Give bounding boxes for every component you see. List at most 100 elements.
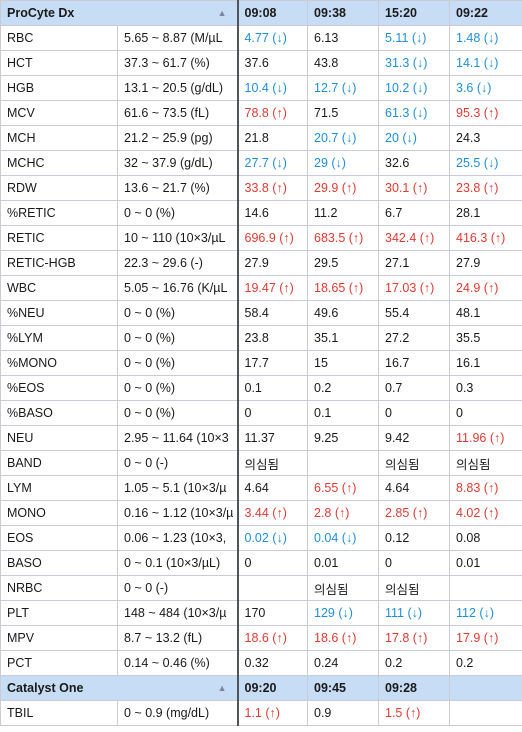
result-value: 21.8: [237, 125, 308, 151]
table-row: %MONO 0 ~ 0 (%) 17.7 15 16.7 16.1: [0, 350, 522, 376]
table-row: EOS 0.06 ~ 1.23 (10×3, 0.02 (↓) 0.04 (↓) 0.1…: [0, 525, 522, 551]
section-title-wrap[interactable]: Catalyst One ▲: [7, 681, 236, 695]
section-title-cell[interactable]: ProCyte Dx ▲: [0, 0, 239, 26]
time-column-header[interactable]: 15:20: [378, 0, 450, 26]
reference-range: 0 ~ 0 (-): [117, 450, 239, 476]
result-value: 170: [237, 600, 308, 626]
reference-range: 21.2 ~ 25.9 (pg): [117, 125, 239, 151]
result-value: 17.7: [237, 350, 308, 376]
time-column-header[interactable]: 09:22: [449, 0, 522, 26]
result-value: 1.1 (↑): [237, 700, 308, 726]
test-name: MONO: [0, 500, 118, 526]
table-row: %RETIC 0 ~ 0 (%) 14.6 11.2 6.7 28.1: [0, 200, 522, 226]
result-value: 18.65 (↑): [307, 275, 379, 301]
result-value: 3.6 (↓): [449, 75, 522, 101]
time-column-header[interactable]: [449, 675, 522, 701]
result-value: 0.01: [307, 550, 379, 576]
test-name: BASO: [0, 550, 118, 576]
result-value: 43.8: [307, 50, 379, 76]
section-title-wrap[interactable]: ProCyte Dx ▲: [7, 6, 236, 20]
test-name: WBC: [0, 275, 118, 301]
result-value: 17.9 (↑): [449, 625, 522, 651]
result-value: 20 (↓): [378, 125, 450, 151]
time-column-header[interactable]: 09:45: [307, 675, 379, 701]
time-column-header[interactable]: 09:08: [237, 0, 308, 26]
section-title: Catalyst One: [7, 681, 84, 695]
result-value: 18.6 (↑): [237, 625, 308, 651]
reference-range: 10 ~ 110 (10×3/µL: [117, 225, 239, 251]
result-value: 0.1: [237, 375, 308, 401]
result-value: 0: [378, 550, 450, 576]
reference-range: 0.16 ~ 1.12 (10×3/µ: [117, 500, 239, 526]
table-row: MCH 21.2 ~ 25.9 (pg) 21.8 20.7 (↓) 20 (↓) 24.…: [0, 125, 522, 151]
test-name: NRBC: [0, 575, 118, 601]
result-value: 29.5: [307, 250, 379, 276]
reference-range: 0 ~ 0 (%): [117, 400, 239, 426]
result-value: 27.2: [378, 325, 450, 351]
result-value: 11.96 (↑): [449, 425, 522, 451]
test-name: %LYM: [0, 325, 118, 351]
time-column-header[interactable]: 09:20: [237, 675, 308, 701]
result-value: 11.2: [307, 200, 379, 226]
result-value: 11.37: [237, 425, 308, 451]
result-value: 9.42: [378, 425, 450, 451]
result-value: 2.85 (↑): [378, 500, 450, 526]
reference-range: 148 ~ 484 (10×3/µ: [117, 600, 239, 626]
result-value: 16.1: [449, 350, 522, 376]
result-value: 27.9: [237, 250, 308, 276]
result-value: [237, 575, 308, 601]
section-title-cell[interactable]: Catalyst One ▲: [0, 675, 239, 701]
result-value: 31.3 (↓): [378, 50, 450, 76]
table-row: NEU 2.95 ~ 11.64 (10×3 11.37 9.25 9.42 11.96 …: [0, 425, 522, 451]
table-row: RDW 13.6 ~ 21.7 (%) 33.8 (↑) 29.9 (↑) 30.1 (…: [0, 175, 522, 201]
result-value: 28.1: [449, 200, 522, 226]
result-value: 10.2 (↓): [378, 75, 450, 101]
result-value: [307, 450, 379, 476]
table-row: BASO 0 ~ 0.1 (10×3/µL) 0 0.01 0 0.01: [0, 550, 522, 576]
table-row: PLT 148 ~ 484 (10×3/µ 170 129 (↓) 111 (↓) 112…: [0, 600, 522, 626]
table-row: MPV 8.7 ~ 13.2 (fL) 18.6 (↑) 18.6 (↑) 17.8 (…: [0, 625, 522, 651]
result-value: 24.9 (↑): [449, 275, 522, 301]
result-value: 29.9 (↑): [307, 175, 379, 201]
test-name: EOS: [0, 525, 118, 551]
table-row: MONO 0.16 ~ 1.12 (10×3/µ 3.44 (↑) 2.8 (↑) 2.…: [0, 500, 522, 526]
reference-range: 13.1 ~ 20.5 (g/dL): [117, 75, 239, 101]
result-value: 0.2: [307, 375, 379, 401]
result-value: 0.02 (↓): [237, 525, 308, 551]
test-name: %EOS: [0, 375, 118, 401]
table-row: %EOS 0 ~ 0 (%) 0.1 0.2 0.7 0.3: [0, 375, 522, 401]
result-value: [449, 575, 522, 601]
section-header-row[interactable]: ProCyte Dx ▲ 09:08 09:38 15:20 09:22: [0, 0, 522, 26]
result-value: 37.6: [237, 50, 308, 76]
triangle-up-icon[interactable]: ▲: [217, 683, 227, 693]
test-name: HGB: [0, 75, 118, 101]
result-value: 129 (↓): [307, 600, 379, 626]
table-row: WBC 5.05 ~ 16.76 (K/µL 19.47 (↑) 18.65 (↑) 1…: [0, 275, 522, 301]
result-value: 696.9 (↑): [237, 225, 308, 251]
result-value: 4.02 (↑): [449, 500, 522, 526]
reference-range: 2.95 ~ 11.64 (10×3: [117, 425, 239, 451]
result-value: 1.5 (↑): [378, 700, 450, 726]
result-value: 2.8 (↑): [307, 500, 379, 526]
result-value: 4.77 (↓): [237, 25, 308, 51]
reference-range: 0 ~ 0 (%): [117, 350, 239, 376]
reference-range: 61.6 ~ 73.5 (fL): [117, 100, 239, 126]
result-value: 30.1 (↑): [378, 175, 450, 201]
result-value: 49.6: [307, 300, 379, 326]
reference-range: 0 ~ 0 (%): [117, 375, 239, 401]
result-value: 0: [237, 400, 308, 426]
result-value: 29 (↓): [307, 150, 379, 176]
result-value: 25.5 (↓): [449, 150, 522, 176]
section-header-row[interactable]: Catalyst One ▲ 09:20 09:45 09:28: [0, 675, 522, 701]
result-value: 6.7: [378, 200, 450, 226]
reference-range: 0 ~ 0.1 (10×3/µL): [117, 550, 239, 576]
time-column-header[interactable]: 09:28: [378, 675, 450, 701]
reference-range: 1.05 ~ 5.1 (10×3/µ: [117, 475, 239, 501]
time-column-header[interactable]: 09:38: [307, 0, 379, 26]
triangle-up-icon[interactable]: ▲: [217, 8, 227, 18]
result-value: [449, 700, 522, 726]
result-value: 0.9: [307, 700, 379, 726]
result-value: 95.3 (↑): [449, 100, 522, 126]
reference-range: 37.3 ~ 61.7 (%): [117, 50, 239, 76]
